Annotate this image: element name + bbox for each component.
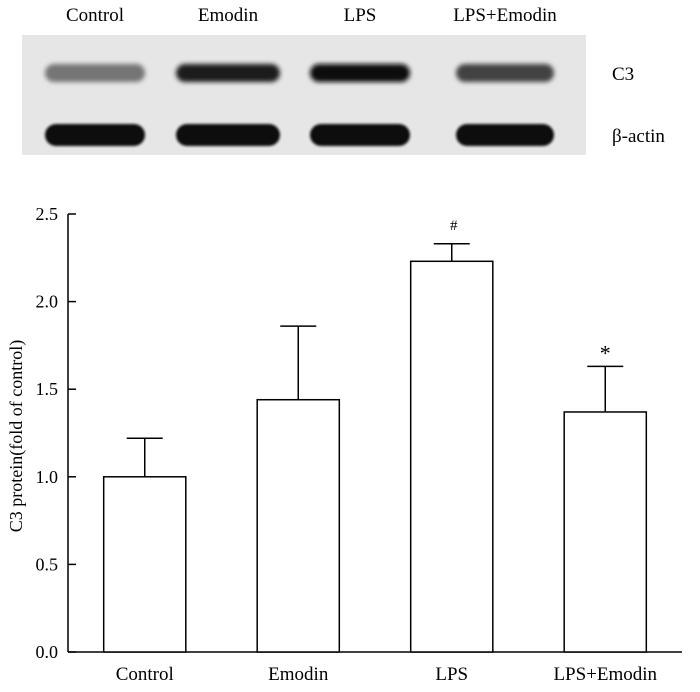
significance-annotations: #* xyxy=(450,218,611,366)
lane-labels: Control Emodin LPS LPS+Emodin xyxy=(66,5,557,26)
blot-band xyxy=(176,124,280,146)
lane-label-lps: LPS xyxy=(344,5,377,26)
blot-band xyxy=(310,64,410,82)
y-tick-label: 0.0 xyxy=(36,642,59,662)
y-tick-label: 2.0 xyxy=(36,292,59,312)
bar-emodin xyxy=(256,398,341,653)
bar-lps-emodin xyxy=(563,411,648,653)
lane-label-emodin: Emodin xyxy=(198,5,259,26)
row-label: β-actin xyxy=(612,126,665,147)
western-blot: Control Emodin LPS LPS+Emodin C3 β-actin xyxy=(22,5,665,155)
x-axis: Control Emodin LPS LPS+Emodin xyxy=(68,651,682,685)
bars xyxy=(102,260,648,653)
significance-marker: * xyxy=(600,340,611,365)
y-tick-label: 1.0 xyxy=(36,467,59,487)
blot-band xyxy=(310,124,410,146)
blot-row-actin xyxy=(45,124,554,146)
blot-band xyxy=(176,64,280,82)
lane-label-control: Control xyxy=(66,5,124,26)
blot-band xyxy=(456,64,554,82)
row-labels: C3 β-actin xyxy=(612,64,665,147)
x-tick-label: LPS xyxy=(435,664,468,685)
bar-control xyxy=(102,476,187,653)
bar-lps xyxy=(409,260,494,653)
bar-chart: 0.0 0.5 1.0 1.5 2.0 2.5 Control Emodin LPS LPS+E… xyxy=(6,204,682,685)
y-axis: 0.0 0.5 1.0 1.5 2.0 2.5 xyxy=(36,204,76,662)
significance-marker: # xyxy=(450,218,458,234)
x-tick-label: Control xyxy=(116,664,174,685)
y-tick-label: 2.5 xyxy=(36,204,59,224)
blot-rows xyxy=(45,64,554,146)
x-tick-label: Emodin xyxy=(268,664,329,685)
row-label: C3 xyxy=(612,64,634,85)
y-tick-label: 1.5 xyxy=(36,379,59,399)
x-tick-label: LPS+Emodin xyxy=(553,664,657,685)
y-tick-label: 0.5 xyxy=(36,554,59,574)
blot-band xyxy=(45,124,145,146)
y-axis-label: C3 protein(fold of control) xyxy=(6,340,27,532)
blot-band xyxy=(456,124,554,146)
error-bars xyxy=(126,243,624,477)
lane-label-lps-emodin: LPS+Emodin xyxy=(453,5,557,26)
blot-band xyxy=(45,64,145,82)
blot-row-c3 xyxy=(45,64,554,82)
